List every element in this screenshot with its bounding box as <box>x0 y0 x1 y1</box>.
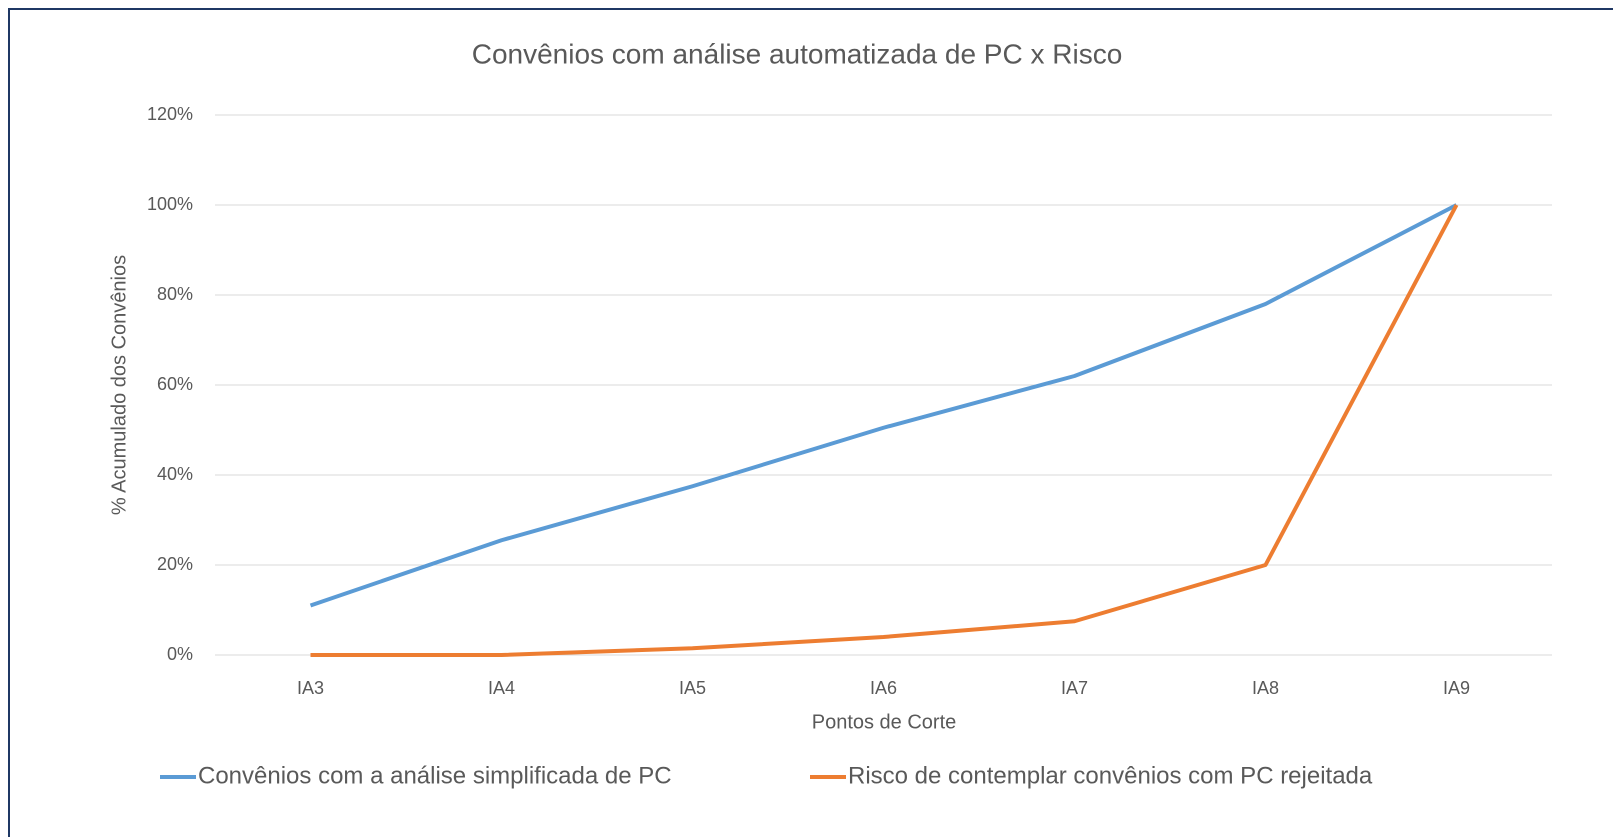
x-axis-label: Pontos de Corte <box>812 711 957 733</box>
x-tick-label: IA9 <box>1443 678 1470 698</box>
y-tick-label: 120% <box>147 104 193 124</box>
x-tick-label: IA3 <box>297 678 324 698</box>
y-axis-label: % Acumulado dos Convênios <box>108 255 130 515</box>
legend-label: Convênios com a análise simplificada de … <box>198 762 672 789</box>
series-line <box>309 203 1458 608</box>
x-tick-label: IA5 <box>679 678 706 698</box>
y-tick-label: 20% <box>157 554 193 574</box>
x-tick-label: IA4 <box>488 678 515 698</box>
legend-label: Risco de contemplar convênios com PC rej… <box>848 762 1373 789</box>
y-tick-label: 100% <box>147 194 193 214</box>
chart-title: Convênios com análise automatizada de PC… <box>472 38 1123 69</box>
chart-frame <box>8 8 1613 837</box>
y-tick-label: 0% <box>167 644 193 664</box>
x-tick-label: IA7 <box>1061 678 1088 698</box>
y-tick-label: 80% <box>157 284 193 304</box>
y-tick-label: 60% <box>157 374 193 394</box>
series-line <box>310 204 1459 657</box>
y-tick-label: 40% <box>157 464 193 484</box>
x-tick-label: IA8 <box>1252 678 1279 698</box>
x-tick-label: IA6 <box>870 678 897 698</box>
